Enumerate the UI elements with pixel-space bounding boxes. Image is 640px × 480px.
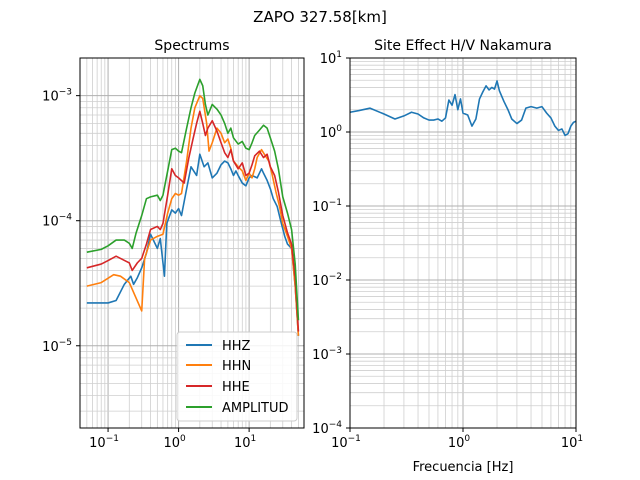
spectrums-title: Spectrums bbox=[154, 38, 229, 54]
legend-label-hhn: HHN bbox=[222, 359, 251, 374]
series-line-hhe bbox=[86, 110, 300, 332]
legend-box bbox=[176, 331, 298, 422]
hv-title: Site Effect H/V Nakamura bbox=[374, 38, 552, 54]
legend-label-hhz: HHZ bbox=[222, 339, 251, 354]
legend-label-hhe: HHE bbox=[222, 380, 250, 395]
hv-lines bbox=[349, 80, 577, 137]
series-line-hv-ratio bbox=[349, 80, 577, 137]
hv-xlabel: Frecuencia [Hz] bbox=[413, 460, 514, 475]
series-line-amplitud bbox=[86, 78, 300, 321]
spectrums-panel: Spectrums 10−1 100 101 10−510−410−3 HHZ HH… bbox=[42, 38, 305, 451]
spectrums-legend: HHZ HHN HHE AMPLITUD bbox=[176, 331, 298, 422]
legend-label-amplitud: AMPLITUD bbox=[222, 401, 289, 416]
spectrums-plot-frame bbox=[79, 57, 305, 429]
hv-plot-frame bbox=[349, 57, 577, 429]
spectrums-lines bbox=[86, 78, 300, 336]
figure-title: ZAPO 327.58[km] bbox=[253, 8, 387, 26]
